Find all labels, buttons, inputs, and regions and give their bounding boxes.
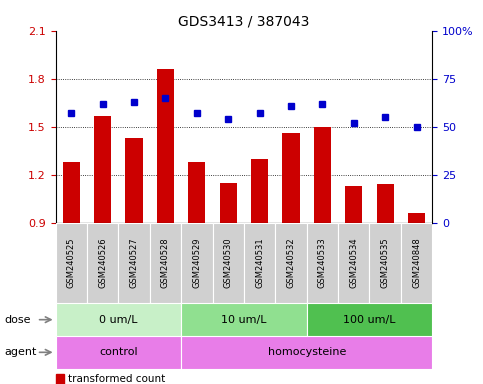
FancyBboxPatch shape <box>181 223 213 303</box>
Text: GSM240848: GSM240848 <box>412 238 421 288</box>
FancyBboxPatch shape <box>338 223 369 303</box>
Text: transformed count: transformed count <box>68 374 165 384</box>
FancyBboxPatch shape <box>181 303 307 336</box>
Text: GSM240527: GSM240527 <box>129 238 139 288</box>
Bar <box>345 186 362 223</box>
Bar <box>188 162 205 223</box>
Text: dose: dose <box>5 314 31 325</box>
Bar <box>283 133 299 223</box>
Text: GSM240528: GSM240528 <box>161 238 170 288</box>
Bar <box>251 159 268 223</box>
Bar <box>63 162 80 223</box>
FancyBboxPatch shape <box>150 223 181 303</box>
Text: GSM240532: GSM240532 <box>286 238 296 288</box>
FancyBboxPatch shape <box>369 223 401 303</box>
Text: GSM240533: GSM240533 <box>318 238 327 288</box>
Text: control: control <box>99 347 138 358</box>
Text: GSM240535: GSM240535 <box>381 238 390 288</box>
Text: agent: agent <box>5 347 37 358</box>
FancyBboxPatch shape <box>181 336 432 369</box>
Text: 0 um/L: 0 um/L <box>99 314 138 325</box>
Text: 100 um/L: 100 um/L <box>343 314 396 325</box>
FancyBboxPatch shape <box>56 336 181 369</box>
FancyBboxPatch shape <box>87 223 118 303</box>
Bar <box>157 69 174 223</box>
Bar <box>314 127 331 223</box>
Text: GSM240531: GSM240531 <box>255 238 264 288</box>
Bar <box>377 184 394 223</box>
Bar <box>126 138 142 223</box>
Text: GSM240530: GSM240530 <box>224 238 233 288</box>
Text: GSM240534: GSM240534 <box>349 238 358 288</box>
Text: homocysteine: homocysteine <box>268 347 346 358</box>
Bar <box>220 183 237 223</box>
FancyBboxPatch shape <box>56 223 87 303</box>
FancyBboxPatch shape <box>307 303 432 336</box>
FancyBboxPatch shape <box>244 223 275 303</box>
Text: 10 um/L: 10 um/L <box>221 314 267 325</box>
FancyBboxPatch shape <box>118 223 150 303</box>
FancyBboxPatch shape <box>213 223 244 303</box>
FancyBboxPatch shape <box>307 223 338 303</box>
FancyBboxPatch shape <box>275 223 307 303</box>
Bar <box>94 116 111 223</box>
Text: GSM240525: GSM240525 <box>67 238 76 288</box>
FancyBboxPatch shape <box>56 303 181 336</box>
Title: GDS3413 / 387043: GDS3413 / 387043 <box>178 14 310 28</box>
FancyBboxPatch shape <box>401 223 432 303</box>
Text: GSM240529: GSM240529 <box>192 238 201 288</box>
Text: GSM240526: GSM240526 <box>98 238 107 288</box>
Bar <box>408 213 425 223</box>
